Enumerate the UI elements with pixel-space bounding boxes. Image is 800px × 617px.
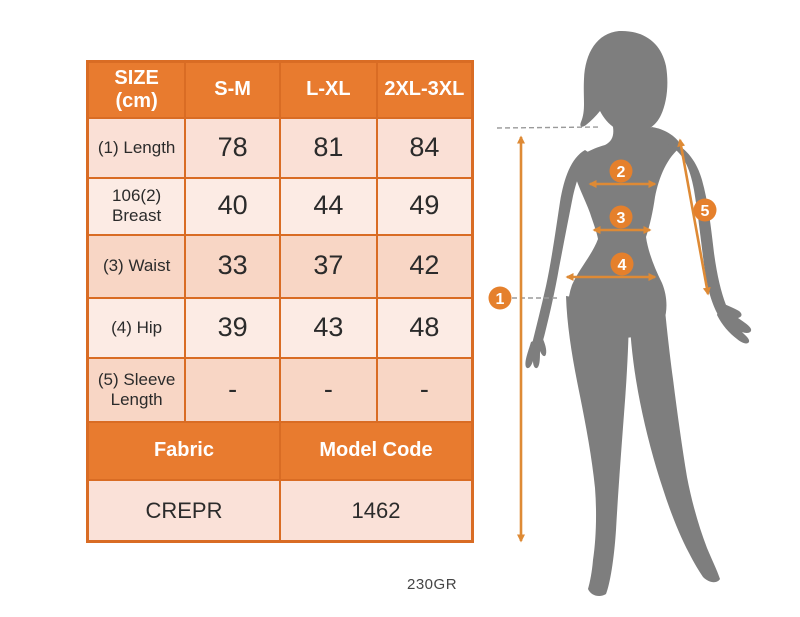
cell-value: 37 xyxy=(278,233,378,299)
model-code-value: 1462 xyxy=(278,478,474,543)
cell-value: 43 xyxy=(278,296,378,359)
measurement-marker-3: 3 xyxy=(609,205,633,229)
table-row-waist: (3) Waist 33 37 42 xyxy=(86,233,474,299)
col-header-lxl: L-XL xyxy=(278,60,378,119)
cell-value: - xyxy=(375,356,474,423)
cell-value: 84 xyxy=(375,116,474,179)
row-label: (1) Length xyxy=(86,116,187,179)
table-row-breast: 106(2) Breast 40 44 49 xyxy=(86,176,474,236)
row-label: (4) Hip xyxy=(86,296,187,359)
marker-circle xyxy=(693,198,717,222)
measurement-marker-2: 2 xyxy=(609,159,633,183)
cell-value: 48 xyxy=(375,296,474,359)
female-silhouette xyxy=(525,30,752,597)
measurement-marker-4: 4 xyxy=(610,252,634,276)
shoulder-dashed-line xyxy=(496,126,602,129)
size-table: SIZE (cm) S-M L-XL 2XL-3XL (1) Length 78… xyxy=(86,60,474,543)
silhouette-left-hand xyxy=(525,337,547,369)
silhouette-left-leg xyxy=(566,296,629,597)
row-label: (5) Sleeve Length xyxy=(86,356,187,423)
marker-circle xyxy=(609,205,633,229)
table-footer-header-row: Fabric Model Code xyxy=(86,420,474,481)
cell-value: - xyxy=(184,356,281,423)
row-label: 106(2) Breast xyxy=(86,176,187,236)
table-row-sleeve: (5) Sleeve Length - - - xyxy=(86,356,474,423)
table-footer-values-row: CREPR 1462 xyxy=(86,478,474,543)
cell-value: 44 xyxy=(278,176,378,236)
weight-footnote: 230GR xyxy=(407,576,458,593)
marker-number: 2 xyxy=(617,164,626,181)
marker-circle xyxy=(609,159,633,183)
cell-value: 78 xyxy=(184,116,281,179)
measurement-marker-1: 1 xyxy=(488,286,512,310)
marker-circle xyxy=(610,252,634,276)
marker-number: 5 xyxy=(701,203,710,220)
cell-value: 33 xyxy=(184,233,281,299)
marker-number: 3 xyxy=(617,210,626,227)
cell-value: 49 xyxy=(375,176,474,236)
silhouette-left-arm xyxy=(531,150,591,358)
table-header-row: SIZE (cm) S-M L-XL 2XL-3XL xyxy=(86,60,474,119)
cell-value: 42 xyxy=(375,233,474,299)
fabric-value: CREPR xyxy=(86,478,281,543)
silhouette-right-hand xyxy=(717,302,752,344)
cell-value: 81 xyxy=(278,116,378,179)
col-header-sm: S-M xyxy=(184,60,281,119)
silhouette-hair xyxy=(580,30,668,134)
silhouette-right-leg xyxy=(629,299,720,583)
fabric-header: Fabric xyxy=(86,420,281,481)
measurement-marker-5: 5 xyxy=(693,198,717,222)
row-label: (3) Waist xyxy=(86,233,187,299)
cell-value: - xyxy=(278,356,378,423)
marker-circle xyxy=(488,286,512,310)
sleeve-arrow xyxy=(677,138,711,296)
col-header-size: SIZE (cm) xyxy=(86,60,187,119)
table-row-hip: (4) Hip 39 43 48 xyxy=(86,296,474,359)
table-row-length: (1) Length 78 81 84 xyxy=(86,116,474,179)
cell-value: 39 xyxy=(184,296,281,359)
marker-number: 4 xyxy=(618,257,627,274)
col-header-2xl3xl: 2XL-3XL xyxy=(375,60,474,119)
model-code-header: Model Code xyxy=(278,420,474,481)
marker-number: 1 xyxy=(496,291,505,308)
cell-value: 40 xyxy=(184,176,281,236)
